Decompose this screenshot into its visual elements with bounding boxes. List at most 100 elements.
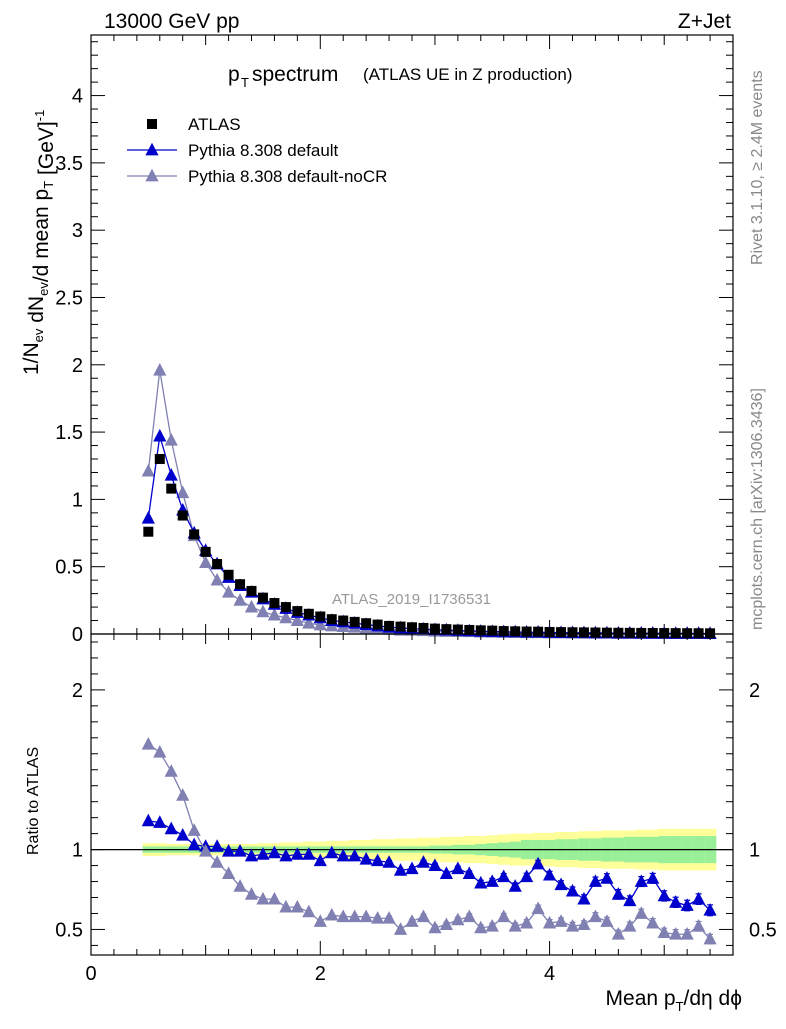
ratio-frame <box>90 633 734 956</box>
ratio-point-nocr <box>153 744 167 758</box>
ratio-point-nocr <box>462 909 476 923</box>
y-axis-label-text: 1/Nev dNev/d mean pT [GeV]-1 <box>20 110 58 375</box>
ratio-point-nocr <box>290 899 304 913</box>
ratio-point-default <box>267 845 282 859</box>
ratio-point-nocr <box>634 906 648 919</box>
legend-label: Pythia 8.308 default <box>188 141 339 160</box>
ratio-point-nocr <box>428 920 442 934</box>
ratio-point-nocr <box>187 823 201 836</box>
data-point-atlas <box>246 585 257 596</box>
ratio-point-nocr <box>451 912 465 926</box>
data-point-default <box>153 428 167 442</box>
ratio-point-nocr <box>244 887 259 900</box>
data-point-atlas <box>464 624 475 635</box>
ratio-point-default <box>279 848 293 862</box>
x-axis-label-subscript: T <box>676 999 684 1014</box>
ratio-point-default <box>187 837 201 851</box>
ratio-point-nocr <box>439 917 453 931</box>
ratio-point-default <box>428 858 442 871</box>
ratio-point-nocr <box>565 919 580 932</box>
ratio-point-default <box>256 847 270 860</box>
ratio-point-nocr <box>279 899 293 913</box>
ratio-point-default <box>313 853 327 867</box>
data-point-nocr <box>302 616 316 629</box>
ratio-series-nocr <box>141 736 717 945</box>
ratio-point-default <box>577 891 591 905</box>
y-tick-label: 3 <box>72 220 83 242</box>
process-label: Z+Jet <box>678 10 731 33</box>
ratio-point-nocr <box>405 914 419 927</box>
ratio-point-default <box>623 893 637 907</box>
ratio-point-nocr <box>531 901 545 915</box>
data-point-atlas <box>647 627 658 638</box>
y-tick-label: 0 <box>72 624 83 646</box>
legend-marker-triangle <box>145 168 159 182</box>
x-axis-label-part: /dη dϕ <box>684 987 742 1010</box>
data-point-atlas <box>384 620 395 631</box>
ratio-point-nocr <box>520 915 534 929</box>
data-point-nocr <box>221 585 236 598</box>
data-point-nocr <box>199 555 213 569</box>
y-axis-label-part: [GeV] <box>35 121 58 181</box>
data-point-nocr <box>313 617 327 631</box>
data-point-atlas <box>143 526 154 537</box>
data-point-atlas <box>682 628 693 639</box>
data-point-atlas <box>166 483 177 494</box>
data-point-atlas <box>670 628 681 639</box>
ratio-point-default <box>244 848 259 862</box>
legend-entry: ATLAS <box>147 115 241 134</box>
ratio-point-nocr <box>393 922 408 935</box>
y-axis-label-part: 1/N <box>20 342 43 375</box>
data-point-atlas <box>533 626 544 637</box>
x-tick-label: 4 <box>544 963 555 985</box>
ratio-point-default <box>405 861 419 875</box>
y-axis-label-part: /d mean p <box>30 189 53 282</box>
ratio-point-default <box>371 853 385 867</box>
data-point-nocr <box>164 432 178 446</box>
ratio-point-default <box>646 871 660 884</box>
ratio-point-default <box>462 866 476 879</box>
y-tick-label-right: 2 <box>749 680 760 702</box>
ratio-point-nocr <box>416 909 431 923</box>
data-point-atlas <box>372 619 383 630</box>
y-tick-label: 3.5 <box>55 153 83 175</box>
y-axis-label-part: -1 <box>32 110 47 122</box>
data-point-atlas <box>257 592 268 603</box>
data-point-atlas <box>705 628 716 639</box>
y-tick-label-right: 1 <box>749 840 760 862</box>
data-point-atlas <box>212 559 223 570</box>
ratio-point-nocr <box>542 915 557 929</box>
ratio-point-default <box>233 843 247 857</box>
data-point-atlas <box>556 627 567 638</box>
data-point-atlas <box>154 454 165 465</box>
ratio-point-nocr <box>233 879 247 892</box>
data-point-atlas <box>280 602 291 613</box>
y-tick-label-right: 0.5 <box>749 919 777 941</box>
ratio-point-default <box>669 895 683 908</box>
y-axis-label-part: ev <box>31 328 46 342</box>
ratio-point-nocr <box>176 788 190 801</box>
data-point-nocr <box>267 607 282 621</box>
data-point-atlas <box>567 627 578 638</box>
data-point-nocr <box>176 485 190 499</box>
ratio-point-default <box>634 874 648 887</box>
data-point-atlas <box>200 546 211 557</box>
y-tick-label: 4 <box>72 86 83 108</box>
ratio-point-default <box>176 828 190 841</box>
ratio-point-default <box>336 848 350 862</box>
ratio-point-nocr <box>646 915 660 929</box>
ratio-point-default <box>657 888 671 902</box>
ratio-point-nocr <box>508 919 522 932</box>
ratio-point-nocr <box>256 891 270 905</box>
ratio-point-nocr <box>382 911 396 924</box>
ratio-point-nocr <box>336 909 350 923</box>
data-point-default <box>141 511 155 524</box>
ratio-point-nocr <box>359 909 373 923</box>
data-point-atlas <box>303 608 314 619</box>
ratio-point-default <box>520 869 534 883</box>
y-axis-label-part: ev <box>36 282 51 296</box>
data-point-nocr <box>256 604 270 618</box>
y-tick-label: 2 <box>72 355 83 377</box>
data-point-atlas <box>235 579 246 590</box>
ratio-point-default <box>221 843 236 857</box>
